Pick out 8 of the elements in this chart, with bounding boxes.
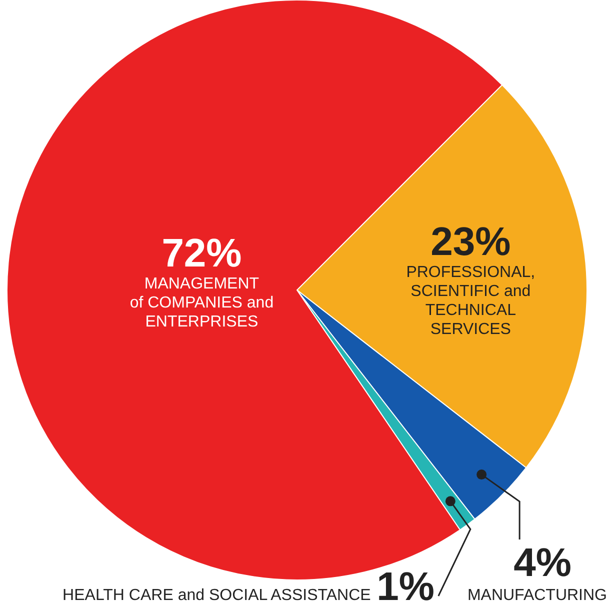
slice-label: PROFESSIONAL, SCIENTIFIC and TECHNICAL SERVICES: [406, 264, 536, 338]
data-label: 4%: [514, 541, 572, 585]
data-label: 1%: [376, 565, 434, 606]
slice-label: MANUFACTURING: [467, 587, 607, 604]
data-label: 23%: [430, 220, 511, 264]
data-label: 72%: [162, 231, 242, 276]
slice-label: HEALTH CARE and SOCIAL ASSISTANCE: [62, 587, 371, 604]
slice-label: MANAGEMENT of COMPANIES and ENTERPRISES: [130, 275, 274, 330]
